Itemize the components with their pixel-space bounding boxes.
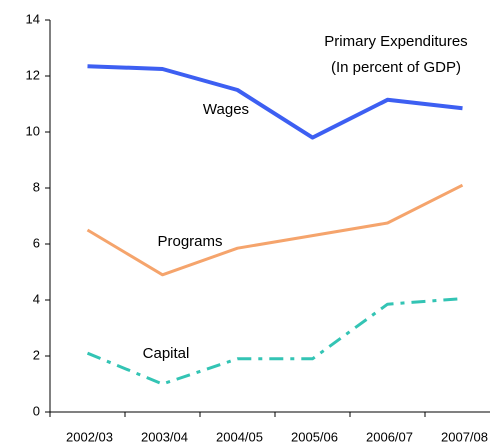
y-tick-label: 0: [33, 403, 40, 418]
series-line: [87, 64, 463, 140]
x-tick-label: 2003/04: [141, 429, 188, 444]
x-tick-label: 2005/06: [291, 429, 338, 444]
chart-title: Primary Expenditures: [324, 33, 467, 50]
series-label: Programs: [157, 233, 222, 250]
x-tick-label: 2002/03: [66, 429, 113, 444]
y-tick-label: 8: [33, 179, 40, 194]
y-tick-label: 12: [26, 67, 40, 82]
x-tick-label: 2006/07: [366, 429, 413, 444]
series-line: [86, 297, 463, 386]
chart-subtitle: (In percent of GDP): [331, 59, 461, 76]
x-tick-label: 2007/08: [441, 429, 488, 444]
y-tick-label: 4: [33, 291, 40, 306]
y-tick-label: 10: [26, 123, 40, 138]
series-line: [86, 183, 464, 277]
y-tick-label: 2: [33, 347, 40, 362]
y-tick-label: 14: [26, 11, 40, 26]
x-tick-label: 2004/05: [216, 429, 263, 444]
series-label: Wages: [203, 101, 249, 118]
series-label: Capital: [143, 345, 190, 362]
y-tick-label: 6: [33, 235, 40, 250]
